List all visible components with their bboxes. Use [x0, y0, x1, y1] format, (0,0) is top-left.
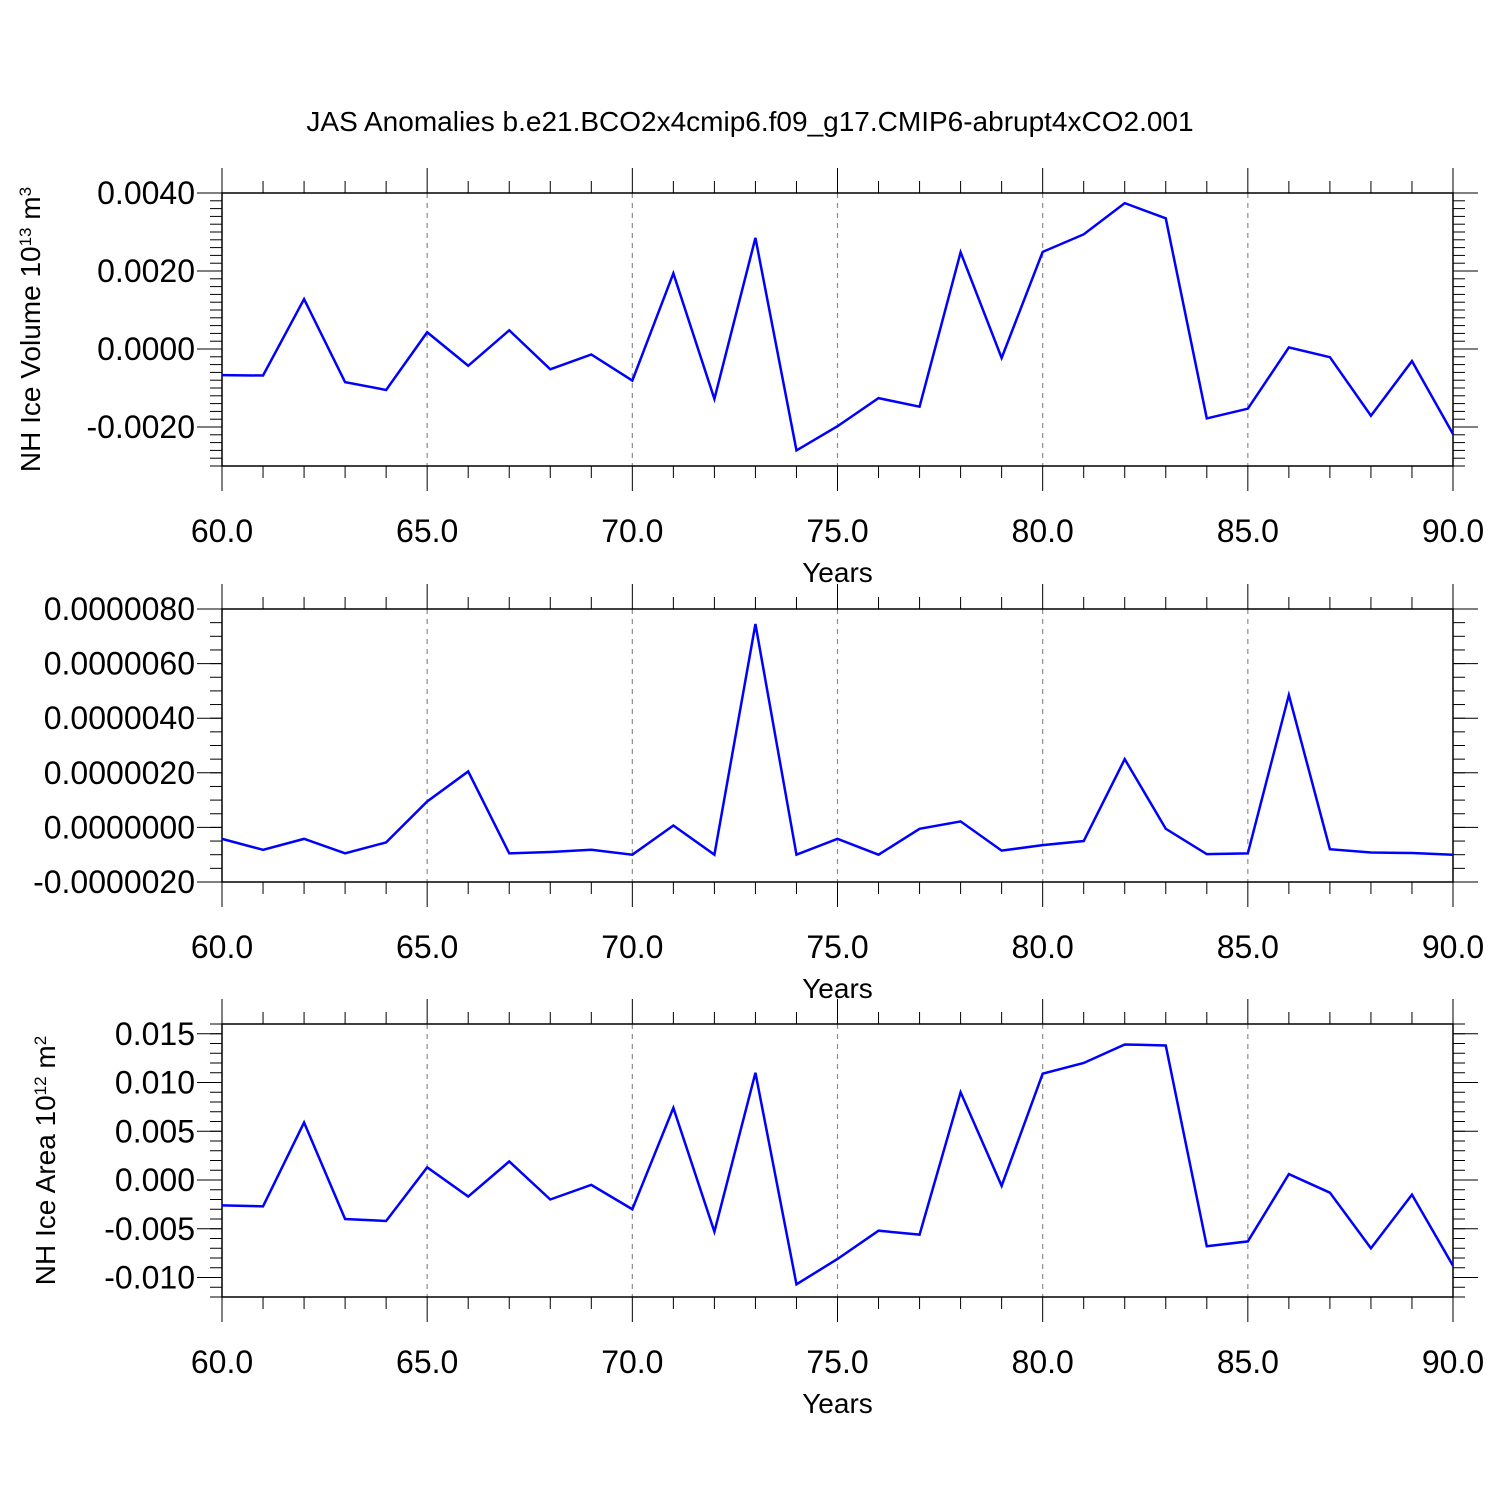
panel-1: -0.0020 0.0000 0.0020 0.0040 60.0 65.0 70.0 75.… [15, 168, 1484, 588]
y-tick-label: -0.010 [104, 1260, 195, 1296]
x-tick-label: 70.0 [601, 929, 663, 965]
y-tick-label: 0.005 [115, 1113, 195, 1149]
y-tick-label: 0.0000060 [44, 646, 195, 682]
panel-2: -0.0000020 0.0000000 0.0000020 0.0000040 0.0… [33, 584, 1484, 1004]
x-tick-label: 65.0 [396, 1344, 458, 1380]
x-tick-label: 60.0 [191, 1344, 253, 1380]
x-tick-label: 90.0 [1422, 1344, 1484, 1380]
x-tick-label: 60.0 [191, 513, 253, 549]
x-tick-label: 85.0 [1217, 929, 1279, 965]
x-tick-label: 85.0 [1217, 1344, 1279, 1380]
x-axis-label: Years [802, 557, 873, 588]
x-tick-label: 75.0 [806, 929, 868, 965]
x-tick-label: 85.0 [1217, 513, 1279, 549]
x-tick-label: 80.0 [1012, 513, 1074, 549]
y-tick-label: -0.0000020 [33, 864, 195, 900]
y-tick-label: 0.0040 [97, 175, 195, 211]
x-tick-label: 65.0 [396, 929, 458, 965]
y-tick-label: 0.0000020 [44, 755, 195, 791]
y-tick-label: 0.0000080 [44, 591, 195, 627]
x-tick-label: 70.0 [601, 513, 663, 549]
x-tick-label: 75.0 [806, 1344, 868, 1380]
x-tick-label: 90.0 [1422, 513, 1484, 549]
y-axis-label: NH Ice Area 1012 m2 [30, 1036, 61, 1285]
x-tick-label: 70.0 [601, 1344, 663, 1380]
y-tick-label: 0.000 [115, 1162, 195, 1198]
x-axis-label: Years [802, 973, 873, 1004]
x-tick-label: 90.0 [1422, 929, 1484, 965]
x-tick-label: 65.0 [396, 513, 458, 549]
y-tick-label: 0.015 [115, 1016, 195, 1052]
x-axis-label: Years [802, 1388, 873, 1419]
y-axis-label: NH Ice Volume 1013 m3 [15, 187, 46, 472]
y-tick-label: 0.0000 [97, 331, 195, 367]
x-tick-label: 75.0 [806, 513, 868, 549]
panel-3: -0.010 -0.005 0.000 0.005 0.010 0.015 60.0 65.0… [30, 999, 1484, 1419]
y-tick-label: 0.0000000 [44, 809, 195, 845]
y-tick-label: 0.0020 [97, 253, 195, 289]
x-tick-label: 60.0 [191, 929, 253, 965]
y-tick-label: 0.010 [115, 1065, 195, 1101]
x-tick-label: 80.0 [1012, 1344, 1074, 1380]
chart-title: JAS Anomalies b.e21.BCO2x4cmip6.f09_g17.… [306, 106, 1193, 137]
x-tick-label: 80.0 [1012, 929, 1074, 965]
y-tick-label: -0.005 [104, 1211, 195, 1247]
y-tick-label: -0.0020 [86, 409, 195, 445]
y-tick-label: 0.0000040 [44, 700, 195, 736]
